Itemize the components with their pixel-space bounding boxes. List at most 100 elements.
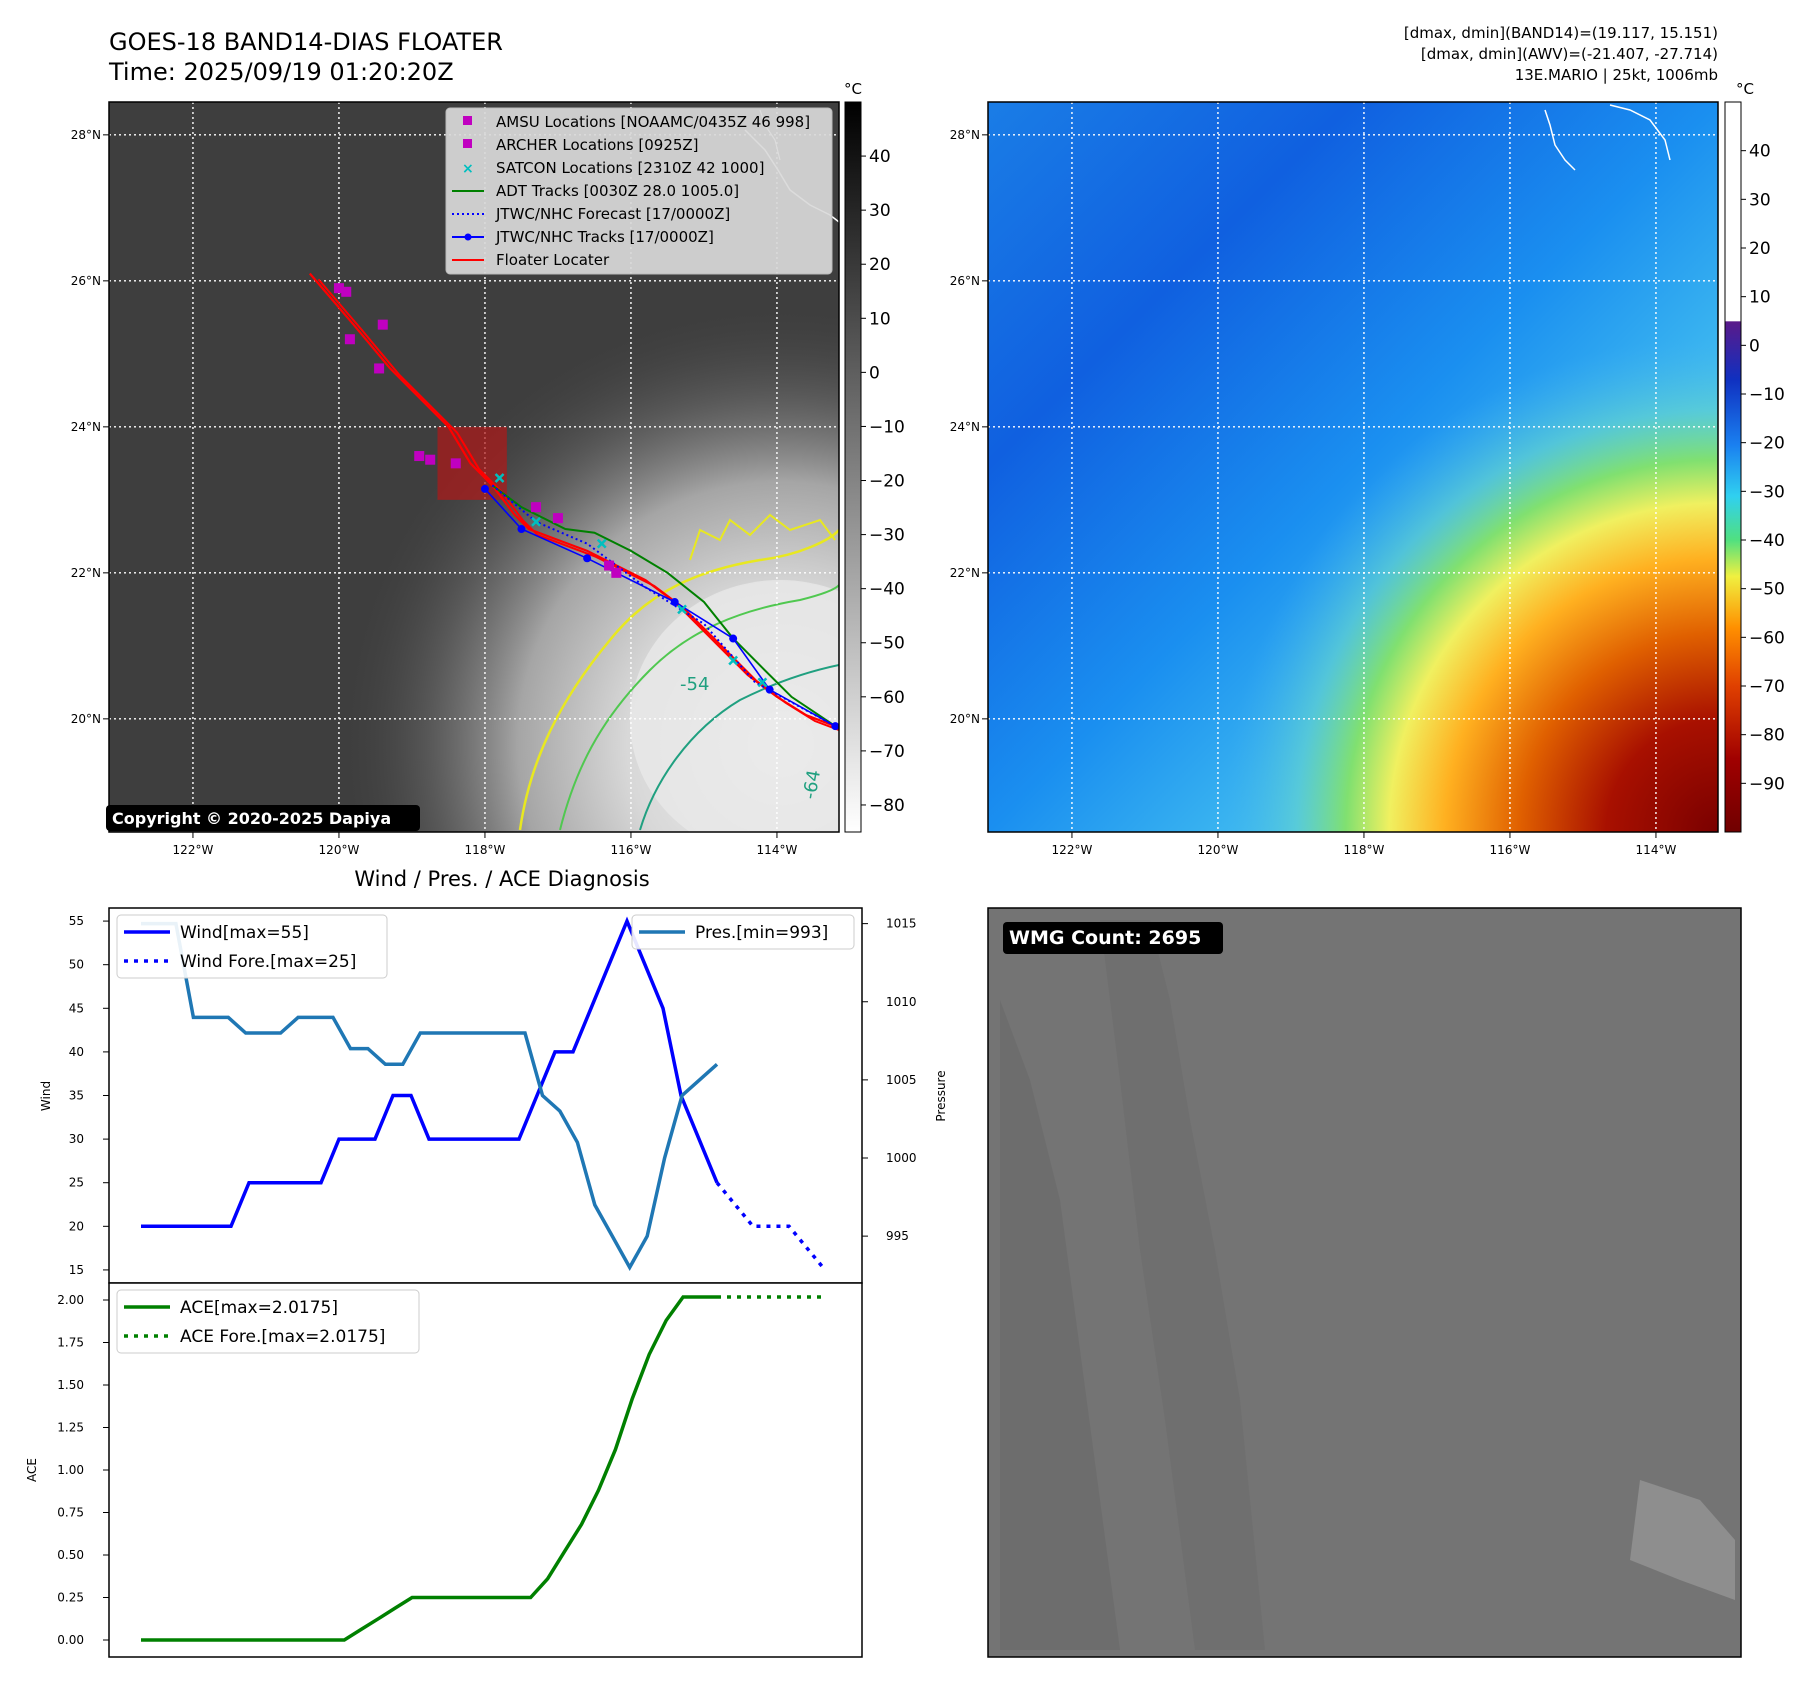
stats-awv: [dmax, dmin](AWV)=(-21.407, -27.714) [1421, 45, 1718, 63]
tick-label-lat: 20°N [71, 712, 101, 726]
wind-tick-label: 50 [69, 958, 84, 972]
ace-tick-label: 0.25 [57, 1591, 84, 1605]
wv-colorbar [1724, 101, 1742, 833]
colorbar-tick-label: −90 [1749, 774, 1785, 794]
pressure-legend-box [631, 914, 855, 950]
floater-locater-track-2 [317, 278, 839, 732]
diagnosis-title: Wind / Pres. / ACE Diagnosis [354, 867, 649, 891]
jtwc-track-point [670, 598, 679, 607]
colorbar-tick-label: −20 [1749, 434, 1785, 454]
jtwc-track-point [765, 685, 774, 694]
stats-band14: [dmax, dmin](BAND14)=(19.117, 15.151) [1404, 24, 1718, 42]
pressure-tick-label: 995 [886, 1229, 909, 1243]
ace-axis-label: ACE [25, 1458, 39, 1482]
wv-colorbar-unit: °C [1736, 80, 1754, 98]
tick-label-lat: 26°N [71, 274, 101, 288]
pressure-legend: Pres.[min=993] [631, 914, 855, 950]
pressure-tick-label: 1010 [886, 995, 917, 1009]
satcon-point [596, 538, 607, 549]
amsu-point [374, 363, 385, 374]
main-title: GOES-18 BAND14-DIAS FLOATER [109, 28, 503, 56]
ir-map-frame [108, 101, 840, 833]
wmg-label-box [1003, 922, 1223, 954]
tick-label-lat: 24°N [950, 420, 980, 434]
legend-amsu-marker [463, 116, 472, 125]
colorbar-tick-label: 10 [1749, 288, 1771, 308]
colorbar-tick-label: 20 [1749, 239, 1771, 259]
wmg-bright-patch [1630, 1480, 1735, 1600]
ace-tick-label: 1.00 [57, 1463, 84, 1477]
colorbar-tick-label: −10 [1749, 385, 1785, 405]
wv-coastline [1544, 109, 1576, 171]
ace-legend-box [116, 1289, 420, 1354]
tick-label-lon: 114°W [757, 843, 798, 857]
ir-legend: AMSU Locations [NOAAMC/0435Z 46 998] ARC… [445, 107, 833, 275]
wind-forecast-line [715, 1181, 827, 1272]
legend-amsu-label: AMSU Locations [NOAAMC/0435Z 46 998] [496, 113, 810, 131]
ir-colorbar [844, 101, 862, 833]
colorbar-tick-label: −70 [869, 742, 905, 762]
wv-map-panel: 122°W 120°W 118°W 116°W 114°W 20°N 22°N 24°N 26°… [950, 80, 1785, 857]
colorbar-tick-label: 0 [1749, 336, 1760, 356]
colorbar-tick-label: −10 [869, 417, 905, 437]
amsu-point [341, 286, 352, 297]
ace-legend-label: ACE[max=2.0175] [180, 1298, 338, 1318]
amsu-point [425, 454, 436, 465]
pressure-legend-label: Pres.[min=993] [695, 923, 828, 943]
colorbar-tick-label: 40 [1749, 142, 1771, 162]
amsu-point [377, 319, 388, 330]
colorbar-tick-label: 10 [869, 309, 891, 329]
colorbar-tick-label: −60 [869, 688, 905, 708]
colorbar-tick-label: 30 [869, 201, 891, 221]
amsu-point [414, 451, 425, 462]
wv-axis-ticks: 122°W 120°W 118°W 116°W 114°W 20°N 22°N 24°N 26°… [950, 128, 1677, 857]
ir-contour-yellow [518, 529, 839, 831]
tick-label-lat: 20°N [950, 712, 980, 726]
ir-contour-green [559, 584, 839, 831]
pressure-tick-label: 1015 [886, 917, 917, 931]
colorbar-tick-label: 30 [1749, 190, 1771, 210]
wind-tick-label: 25 [69, 1176, 84, 1190]
colorbar-tick-label: −20 [869, 472, 905, 492]
wind-fore-legend-label: Wind Fore.[max=25] [180, 952, 356, 972]
wind-legend: Wind[max=55] Wind Fore.[max=25] [116, 914, 388, 979]
pressure-tick-label: 1000 [886, 1151, 917, 1165]
colorbar-tick-label: −50 [1749, 580, 1785, 600]
ace-tick-label: 2.00 [57, 1293, 84, 1307]
legend-floater-label: Floater Locater [496, 251, 610, 269]
wind-pressure-panel: Wind / Pres. / ACE Diagnosis Wind Pressu… [39, 867, 948, 1284]
contour-label-64: -64 [799, 768, 825, 801]
colorbar-tick-label: 40 [869, 147, 891, 167]
ace-tick-label: 1.75 [57, 1336, 84, 1350]
ir-colorbar-ticks: 40 30 20 10 0 −10 −20 −30 −40 −50 −60 −70 −80 [861, 147, 905, 816]
ace-line [141, 1295, 717, 1642]
wind-tick-label: 15 [69, 1263, 84, 1277]
tick-label-lat: 28°N [950, 128, 980, 142]
pressure-line [141, 921, 719, 1271]
wv-coastline-east [1609, 104, 1671, 161]
ace-tick-label: 1.25 [57, 1421, 84, 1435]
ace-tick-label: 1.50 [57, 1378, 84, 1392]
ir-axis-ticks: 122°W 120°W 118°W 116°W 114°W 20°N 22°N 24°N 26°… [71, 128, 798, 857]
timestamp-title: Time: 2025/09/19 01:20:20Z [108, 58, 454, 86]
wv-map-frame [987, 101, 1719, 833]
ace-fore-legend-label: ACE Fore.[max=2.0175] [180, 1327, 385, 1347]
jtwc-track-point [583, 554, 592, 563]
amsu-point [344, 334, 355, 345]
ir-cloud-core [630, 580, 839, 832]
ir-tracks [308, 272, 839, 732]
ace-tick-label: 0.50 [57, 1548, 84, 1562]
colorbar-tick-label: −40 [1749, 531, 1785, 551]
colorbar-tick-label: −80 [1749, 726, 1785, 746]
copyright-text: Copyright © 2020-2025 Dapiya [112, 809, 391, 828]
pressure-axis-label: Pressure [934, 1070, 948, 1121]
copyright-box [106, 805, 420, 831]
wind-tick-label: 55 [69, 914, 84, 928]
legend-tracks-marker [464, 233, 472, 241]
colorbar-tick-label: 0 [869, 363, 880, 383]
storm-info: 13E.MARIO | 25kt, 1006mb [1515, 66, 1718, 84]
ir-map-panel: -54 -64 122°W 120°W 118°W 116°W 114°W 20°N 22°… [71, 80, 905, 857]
ir-contour-teal [639, 664, 839, 831]
archer-point [604, 560, 615, 571]
